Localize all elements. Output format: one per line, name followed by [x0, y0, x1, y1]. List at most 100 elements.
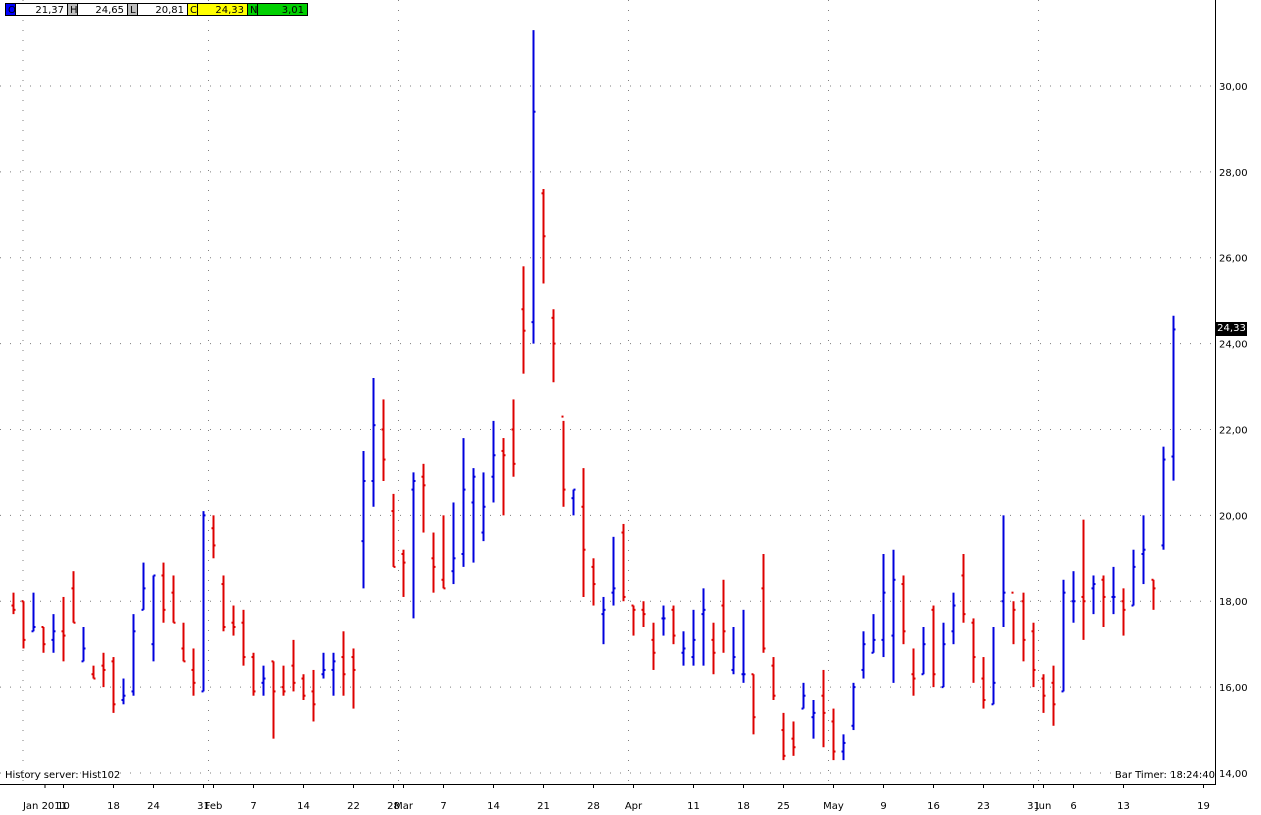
plot-area[interactable] [0, 0, 1216, 785]
ohlc-bar[interactable] [761, 554, 766, 653]
ohlc-bar[interactable] [601, 596, 606, 645]
ohlc-bar[interactable] [611, 536, 616, 606]
ohlc-bar[interactable] [1161, 446, 1166, 550]
ohlc-bar[interactable] [471, 468, 476, 563]
ohlc-bar[interactable] [301, 674, 306, 701]
ohlc-bar[interactable] [191, 648, 196, 696]
ohlc-bar[interactable] [561, 415, 566, 507]
ohlc-bar[interactable] [481, 472, 486, 542]
ohlc-bar[interactable] [791, 721, 796, 756]
ohlc-bar[interactable] [651, 622, 656, 670]
ohlc-bar[interactable] [721, 579, 726, 653]
ohlc-bar[interactable] [531, 30, 536, 344]
ohlc-bar[interactable] [781, 712, 786, 761]
ohlc-bar[interactable] [11, 592, 16, 615]
ohlc-bar[interactable] [341, 631, 346, 696]
ohlc-bar[interactable] [211, 515, 216, 559]
ohlc-bar[interactable] [831, 708, 836, 761]
ohlc-bar[interactable] [361, 450, 366, 589]
ohlc-bar[interactable] [111, 657, 116, 713]
ohlc-bar[interactable] [661, 605, 666, 636]
ohlc-bar[interactable] [821, 669, 826, 748]
ohlc-bar[interactable] [701, 588, 706, 666]
ohlc-bar[interactable] [731, 627, 736, 675]
ohlc-bar[interactable] [321, 652, 326, 679]
ohlc-bar[interactable] [891, 549, 896, 683]
ohlc-bar[interactable] [871, 614, 876, 654]
ohlc-bar[interactable] [31, 592, 36, 633]
ohlc-bar[interactable] [1021, 592, 1026, 662]
ohlc-bar[interactable] [71, 571, 76, 624]
ohlc-bar[interactable] [691, 609, 696, 666]
ohlc-bar[interactable] [1101, 575, 1106, 628]
ohlc-bar[interactable] [41, 626, 46, 653]
ohlc-bar[interactable] [381, 399, 386, 482]
ohlc-bar[interactable] [131, 614, 136, 696]
ohlc-bar[interactable] [1141, 515, 1146, 585]
ohlc-bar[interactable] [941, 622, 946, 689]
ohlc-bar[interactable] [1121, 588, 1126, 636]
ohlc-bar[interactable] [911, 648, 916, 696]
ohlc-bar[interactable] [161, 562, 166, 623]
ohlc-bar[interactable] [931, 605, 936, 688]
ohlc-bar[interactable] [581, 468, 586, 597]
ohlc-bar[interactable] [901, 575, 906, 645]
ohlc-bar[interactable] [681, 631, 686, 666]
ohlc-bar[interactable] [971, 618, 976, 683]
ohlc-bar[interactable] [631, 604, 636, 636]
ohlc-bar[interactable] [441, 515, 446, 590]
ohlc-bar[interactable] [221, 575, 226, 632]
ohlc-bar[interactable] [741, 609, 746, 683]
ohlc-bar[interactable] [171, 575, 176, 624]
ohlc-bar[interactable] [881, 554, 886, 658]
ohlc-bar[interactable] [251, 652, 256, 696]
ohlc-bar[interactable] [1051, 665, 1056, 726]
ohlc-bar[interactable] [711, 622, 716, 675]
ohlc-bar[interactable] [1061, 579, 1066, 693]
ohlc-bar[interactable] [1111, 566, 1116, 615]
ohlc-bar[interactable] [351, 648, 356, 709]
ohlc-bar[interactable] [1011, 591, 1016, 645]
ohlc-bar[interactable] [21, 600, 26, 649]
ohlc-bar[interactable] [501, 438, 506, 516]
ohlc-bar[interactable] [51, 614, 56, 653]
ohlc-bar[interactable] [801, 682, 806, 710]
ohlc-bar[interactable] [141, 562, 146, 611]
ohlc-bar[interactable] [621, 523, 626, 602]
ohlc-bar[interactable] [121, 678, 126, 705]
ohlc-bar[interactable] [461, 438, 466, 567]
ohlc-bar[interactable] [861, 631, 866, 679]
ohlc-bar[interactable] [431, 532, 436, 593]
ohlc-bar[interactable] [551, 309, 556, 383]
ohlc-bar[interactable] [291, 639, 296, 692]
ohlc-bar[interactable] [331, 652, 336, 696]
ohlc-bar[interactable] [1041, 674, 1046, 713]
ohlc-bar[interactable] [811, 700, 816, 739]
ohlc-bar[interactable] [511, 399, 516, 477]
ohlc-bar[interactable] [101, 652, 106, 688]
ohlc-bar[interactable] [1131, 549, 1136, 607]
ohlc-bar[interactable] [181, 622, 186, 663]
ohlc-bar[interactable] [401, 549, 406, 597]
ohlc-bar[interactable] [851, 682, 856, 731]
ohlc-bar[interactable] [1031, 622, 1036, 688]
ohlc-bar[interactable] [1151, 578, 1156, 610]
ohlc-bar[interactable] [771, 657, 776, 701]
ohlc-bar[interactable] [591, 558, 596, 606]
ohlc-bar[interactable] [541, 189, 546, 284]
ohlc-bar[interactable] [1081, 519, 1086, 640]
ohlc-bar[interactable] [281, 665, 286, 696]
ohlc-bar[interactable] [261, 665, 266, 696]
ohlc-bar[interactable] [451, 502, 456, 585]
ohlc-bar[interactable] [1071, 571, 1076, 623]
ohlc-bar[interactable] [311, 669, 316, 722]
ohlc-bar[interactable] [1091, 575, 1096, 615]
ohlc-bar[interactable] [61, 596, 66, 662]
ohlc-bar[interactable] [1001, 515, 1006, 628]
ohlc-bar[interactable] [91, 665, 96, 680]
ohlc-bar[interactable] [421, 463, 426, 533]
ohlc-bar[interactable] [231, 605, 236, 636]
ohlc-bar[interactable] [411, 472, 416, 619]
ohlc-bar[interactable] [271, 660, 276, 739]
ohlc-bar[interactable] [371, 377, 376, 507]
